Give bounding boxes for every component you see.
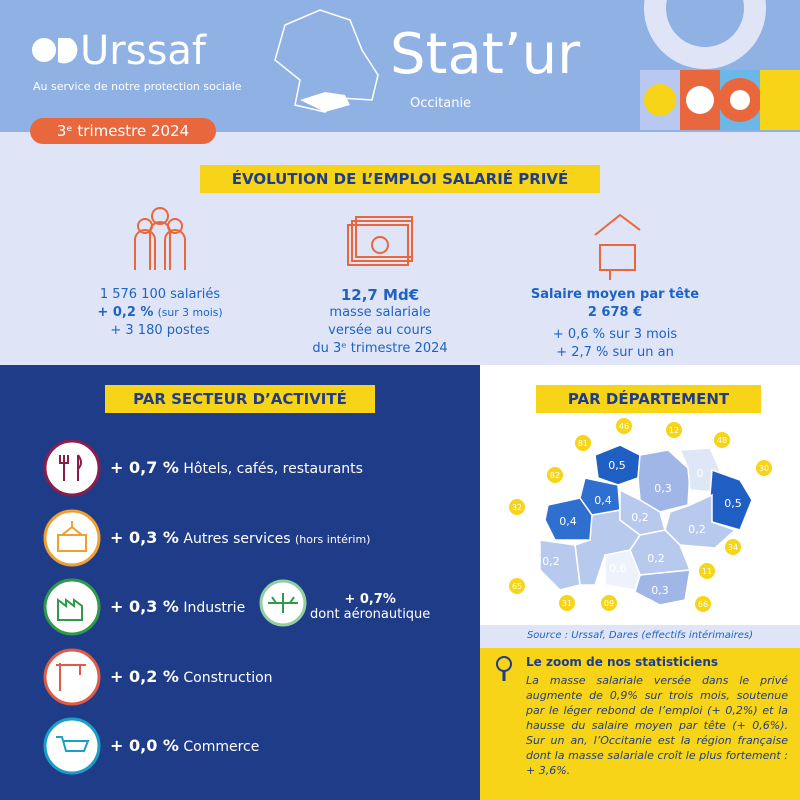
header-art <box>32 0 800 130</box>
department-code: 09 <box>604 599 614 608</box>
tagline: Au service de notre protection sociale <box>33 80 242 93</box>
region: Occitanie <box>410 96 472 111</box>
label: Salaire moyen par tête <box>530 287 700 302</box>
code-badge <box>575 435 591 451</box>
label: Autres services <box>183 531 291 547</box>
page-title: Stat’ur <box>390 22 581 87</box>
department-value: 0,4 <box>594 494 612 507</box>
label: Hôtels, cafés, restaurants <box>183 461 363 477</box>
label: dont aéronautique <box>310 607 431 622</box>
department-code: 34 <box>728 543 738 552</box>
code-badge <box>695 596 711 612</box>
sector: + 0,3 % Industrie <box>110 597 245 616</box>
label: Commerce <box>183 739 260 755</box>
sector: + 0,2 % Construction <box>110 667 273 686</box>
note: (hors intérim) <box>295 533 371 546</box>
department <box>539 539 581 591</box>
department-code: 32 <box>512 503 522 512</box>
department-code: 12 <box>669 426 679 435</box>
zoom-text: La masse salariale versée dans le privé … <box>526 674 788 777</box>
department-code: 31 <box>562 599 572 608</box>
department-code: 82 <box>550 471 560 480</box>
department-value: 0,2 <box>688 523 706 536</box>
code-badge <box>601 595 617 611</box>
department-code: 11 <box>702 567 712 576</box>
department-code: 81 <box>578 439 588 448</box>
change: + 0,2 % (sur 3 mois) <box>70 304 250 322</box>
section-title: PAR SECTEUR D’ACTIVITÉ <box>105 385 375 413</box>
department-value: 0,5 <box>608 459 626 472</box>
code-badge <box>616 418 632 434</box>
section-title: PAR DÉPARTEMENT <box>536 385 761 413</box>
department <box>709 468 753 531</box>
zoom-panel <box>480 648 800 800</box>
department-value: 0,5 <box>724 497 742 510</box>
postes: + 3 180 postes <box>110 323 210 338</box>
salaire: Salaire moyen par tête 2 678 € + 0,6 % s… <box>510 286 720 362</box>
emploi-icons <box>134 207 641 280</box>
sector: + 0,7 % Hôtels, cafés, restaurants <box>110 458 363 477</box>
department-value: 0,2 <box>631 511 649 524</box>
department-value: 0,2 <box>542 555 560 568</box>
map: 0,5 0,3 0 0,5 0,2 0,2 0,3 - 0,6 0,2 0,2 0,4 0,4 46 12… <box>509 418 772 612</box>
code-badge <box>725 539 741 555</box>
code-badge <box>559 595 575 611</box>
value: + 0,2 % <box>110 667 179 686</box>
department <box>579 477 621 516</box>
sub-sector: + 0,7% dont aéronautique <box>310 592 430 622</box>
period-badge: 3ᵉ trimestre 2024 <box>30 118 216 144</box>
department-code: 65 <box>512 582 522 591</box>
department <box>619 488 666 536</box>
code-badge <box>509 578 525 594</box>
change: + 0,6 % sur 3 mois <box>552 327 678 342</box>
code-badge <box>699 563 715 579</box>
department-value: 0,4 <box>559 515 577 528</box>
department-code: 46 <box>619 422 629 431</box>
label: Industrie <box>183 600 246 616</box>
value: + 0,3 % <box>110 597 179 616</box>
zoom-title: Le zoom de nos statisticiens <box>526 655 718 669</box>
value: + 0,2 % <box>97 305 154 320</box>
label: Construction <box>183 670 273 686</box>
value: + 0,7 % <box>110 458 179 477</box>
department-code: 48 <box>717 436 727 445</box>
department-value: 0,3 <box>654 482 672 495</box>
note: (sur 3 mois) <box>157 306 223 319</box>
section-title: ÉVOLUTION DE L’EMPLOI SALARIÉ PRIVÉ <box>200 165 600 193</box>
department-value: 0,3 <box>651 584 669 597</box>
department-code: 30 <box>759 464 769 473</box>
salaries: 1 576 100 salariés + 0,2 % (sur 3 mois) … <box>70 286 250 340</box>
value: + 0,3 % <box>110 528 179 547</box>
count: 1 576 100 salariés <box>99 287 221 302</box>
code-badge <box>666 422 682 438</box>
amount: 12,7 Md€ <box>340 286 420 304</box>
department-value: - 0,6 <box>602 562 627 575</box>
line: versée au cours <box>328 323 432 338</box>
code-badge <box>756 460 772 476</box>
value: + 0,0 % <box>110 736 179 755</box>
code-badge <box>714 432 730 448</box>
masse: 12,7 Md€ masse salariale versée au cours… <box>290 286 470 358</box>
line: masse salariale <box>329 305 431 320</box>
department <box>637 449 691 513</box>
sector: + 0,0 % Commerce <box>110 736 259 755</box>
magnifier-icon <box>496 656 512 681</box>
sector-icons <box>43 439 307 775</box>
line: du 3ᵉ trimestre 2024 <box>312 341 448 356</box>
code-badge <box>547 467 563 483</box>
amount: 2 678 € <box>587 305 643 320</box>
department-code: 66 <box>698 600 708 609</box>
change: + 2,7 % sur un an <box>556 345 674 360</box>
sector: + 0,3 % Autres services (hors intérim) <box>110 528 370 547</box>
brand: Urssaf <box>80 28 206 74</box>
source: Source : Urssaf, Dares (effectifs intéri… <box>480 625 800 647</box>
code-badge <box>509 499 525 515</box>
value: + 0,7% <box>344 592 396 607</box>
department-value: 0 <box>697 467 704 480</box>
department-value: 0,2 <box>647 552 665 565</box>
